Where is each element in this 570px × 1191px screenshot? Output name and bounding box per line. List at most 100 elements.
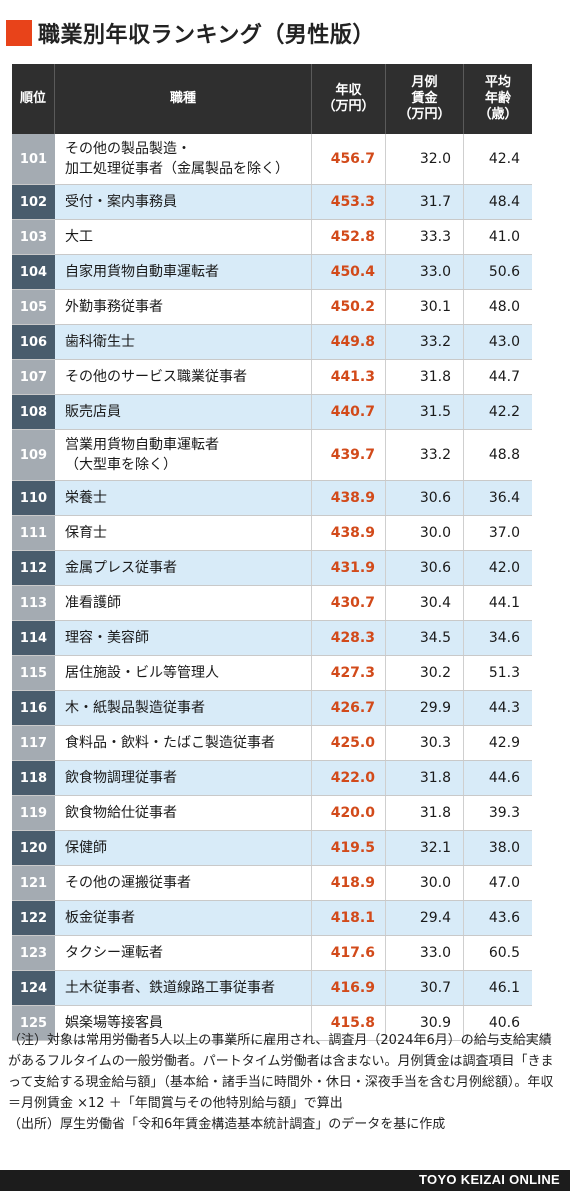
- table-row: 111 保育士 438.9 30.0 37.0: [12, 516, 532, 551]
- age-cell: 42.0: [464, 551, 532, 585]
- age-cell: 42.2: [464, 395, 532, 429]
- age-cell: 36.4: [464, 481, 532, 515]
- rank-cell: 105: [12, 290, 55, 324]
- income-cell: 427.3: [312, 656, 386, 690]
- job-cell: 娯楽場等接客員: [55, 1006, 312, 1040]
- job-cell: 受付・案内事務員: [55, 185, 312, 219]
- age-cell: 40.6: [464, 1006, 532, 1040]
- income-cell: 452.8: [312, 220, 386, 254]
- job-cell: 営業用貨物自動車運転者 （大型車を除く）: [55, 430, 312, 480]
- income-cell: 418.1: [312, 901, 386, 935]
- wage-cell: 30.9: [386, 1006, 464, 1040]
- footer-bar: TOYO KEIZAI ONLINE: [0, 1170, 570, 1191]
- table-row: 113 准看護師 430.7 30.4 44.1: [12, 586, 532, 621]
- brand-name: TOYO KEIZAI ONLINE: [419, 1172, 560, 1187]
- wage-cell: 32.0: [386, 134, 464, 184]
- job-cell: 居住施設・ビル等管理人: [55, 656, 312, 690]
- income-cell: 415.8: [312, 1006, 386, 1040]
- table-row: 106 歯科衛生士 449.8 33.2 43.0: [12, 325, 532, 360]
- income-cell: 422.0: [312, 761, 386, 795]
- age-cell: 37.0: [464, 516, 532, 550]
- title-bar: 職業別年収ランキング（男性版）: [6, 13, 375, 53]
- wage-cell: 30.6: [386, 551, 464, 585]
- age-cell: 48.8: [464, 430, 532, 480]
- job-cell: 自家用貨物自動車運転者: [55, 255, 312, 289]
- age-cell: 44.3: [464, 691, 532, 725]
- table-row: 120 保健師 419.5 32.1 38.0: [12, 831, 532, 866]
- wage-cell: 31.8: [386, 796, 464, 830]
- rank-cell: 124: [12, 971, 55, 1005]
- note-text: （注）対象は常用労働者5人以上の事業所に雇用され、調査月（2024年6月）の給与…: [8, 1033, 554, 1111]
- rank-cell: 106: [12, 325, 55, 359]
- age-cell: 34.6: [464, 621, 532, 655]
- source-text: （出所）厚生労働省「令和6年賃金構造基本統計調査」のデータを基に作成: [8, 1117, 446, 1132]
- job-cell: 板金従事者: [55, 901, 312, 935]
- table-row: 108 販売店員 440.7 31.5 42.2: [12, 395, 532, 430]
- income-cell: 441.3: [312, 360, 386, 394]
- wage-cell: 33.0: [386, 936, 464, 970]
- rank-cell: 101: [12, 134, 55, 184]
- table-row: 119 飲食物給仕従事者 420.0 31.8 39.3: [12, 796, 532, 831]
- age-cell: 44.7: [464, 360, 532, 394]
- age-cell: 60.5: [464, 936, 532, 970]
- rank-cell: 113: [12, 586, 55, 620]
- table-row: 104 自家用貨物自動車運転者 450.4 33.0 50.6: [12, 255, 532, 290]
- job-cell: 飲食物給仕従事者: [55, 796, 312, 830]
- income-cell: 426.7: [312, 691, 386, 725]
- rank-cell: 109: [12, 430, 55, 480]
- job-cell: 保育士: [55, 516, 312, 550]
- job-cell: 販売店員: [55, 395, 312, 429]
- wage-cell: 33.2: [386, 325, 464, 359]
- rank-cell: 110: [12, 481, 55, 515]
- rank-cell: 102: [12, 185, 55, 219]
- page-title: 職業別年収ランキング（男性版）: [38, 23, 375, 48]
- ranking-table: 順位 職種 年収 （万円） 月例 賃金 （万円） 平均 年齢 （歳） 101 その…: [12, 64, 532, 1041]
- wage-cell: 31.8: [386, 360, 464, 394]
- job-cell: 理容・美容師: [55, 621, 312, 655]
- rank-cell: 116: [12, 691, 55, 725]
- income-cell: 438.9: [312, 516, 386, 550]
- table-row: 117 食料品・飲料・たばこ製造従事者 425.0 30.3 42.9: [12, 726, 532, 761]
- age-cell: 41.0: [464, 220, 532, 254]
- rank-cell: 121: [12, 866, 55, 900]
- income-cell: 440.7: [312, 395, 386, 429]
- income-cell: 453.3: [312, 185, 386, 219]
- income-cell: 428.3: [312, 621, 386, 655]
- table-row: 101 その他の製品製造・ 加工処理従事者（金属製品を除く） 456.7 32.0 42…: [12, 134, 532, 185]
- job-cell: 栄養士: [55, 481, 312, 515]
- wage-cell: 32.1: [386, 831, 464, 865]
- table-row: 115 居住施設・ビル等管理人 427.3 30.2 51.3: [12, 656, 532, 691]
- table-row: 103 大工 452.8 33.3 41.0: [12, 220, 532, 255]
- rank-cell: 122: [12, 901, 55, 935]
- job-cell: その他の製品製造・ 加工処理従事者（金属製品を除く）: [55, 134, 312, 184]
- wage-cell: 30.0: [386, 866, 464, 900]
- table-row: 122 板金従事者 418.1 29.4 43.6: [12, 901, 532, 936]
- age-cell: 44.1: [464, 586, 532, 620]
- rank-cell: 118: [12, 761, 55, 795]
- wage-cell: 31.7: [386, 185, 464, 219]
- wage-cell: 31.8: [386, 761, 464, 795]
- income-cell: 416.9: [312, 971, 386, 1005]
- table-row: 124 土木従事者、鉄道線路工事従事者 416.9 30.7 46.1: [12, 971, 532, 1006]
- age-cell: 42.9: [464, 726, 532, 760]
- title-accent-square: [6, 20, 32, 46]
- wage-cell: 31.5: [386, 395, 464, 429]
- wage-cell: 30.3: [386, 726, 464, 760]
- age-cell: 44.6: [464, 761, 532, 795]
- wage-cell: 34.5: [386, 621, 464, 655]
- rank-cell: 115: [12, 656, 55, 690]
- wage-cell: 30.6: [386, 481, 464, 515]
- age-cell: 47.0: [464, 866, 532, 900]
- job-cell: タクシー運転者: [55, 936, 312, 970]
- wage-cell: 33.2: [386, 430, 464, 480]
- income-cell: 420.0: [312, 796, 386, 830]
- table-row: 109 営業用貨物自動車運転者 （大型車を除く） 439.7 33.2 48.8: [12, 430, 532, 481]
- table-row: 118 飲食物調理従事者 422.0 31.8 44.6: [12, 761, 532, 796]
- job-cell: その他の運搬従事者: [55, 866, 312, 900]
- job-cell: 木・紙製品製造従事者: [55, 691, 312, 725]
- rank-cell: 112: [12, 551, 55, 585]
- wage-cell: 33.0: [386, 255, 464, 289]
- age-cell: 48.4: [464, 185, 532, 219]
- table-row: 123 タクシー運転者 417.6 33.0 60.5: [12, 936, 532, 971]
- job-cell: 大工: [55, 220, 312, 254]
